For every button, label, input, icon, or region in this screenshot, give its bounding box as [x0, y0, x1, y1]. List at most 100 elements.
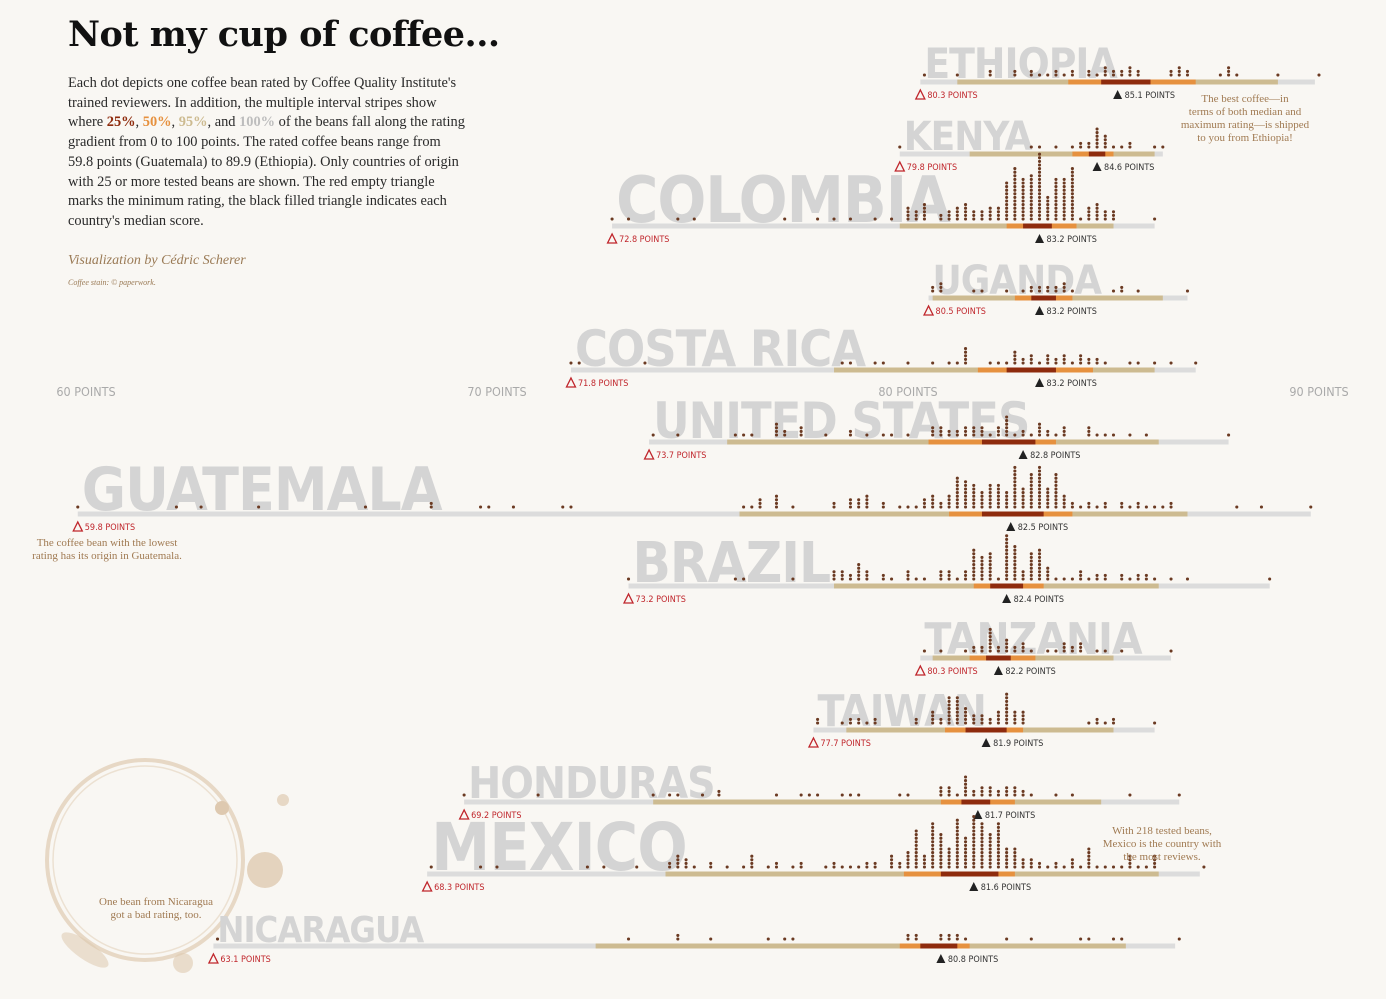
bean-dot [988, 631, 992, 635]
bean-dot [906, 570, 910, 574]
bean-dot [1046, 494, 1050, 498]
bean-dot [955, 476, 959, 480]
byline: Visualization by Cédric Scherer [68, 253, 246, 268]
bean-dot [651, 433, 655, 437]
bean-dot [1013, 476, 1017, 480]
bean-dot [1013, 203, 1017, 207]
bean-dot [988, 642, 992, 646]
bean-dot [1087, 426, 1091, 430]
bean-dot [1037, 426, 1042, 430]
bean-dot [996, 847, 1000, 851]
bean-dot [1021, 289, 1025, 293]
bean-dot [980, 858, 984, 862]
bean-dot [848, 361, 853, 365]
bean-dot [939, 721, 943, 725]
bean-dot [1005, 847, 1009, 851]
bean-dot [931, 721, 935, 725]
bean-dot [1103, 573, 1107, 577]
bean-dot [931, 501, 935, 505]
bean-dot [972, 843, 976, 847]
bean-dot [1013, 793, 1017, 797]
bean-dot [972, 858, 976, 862]
bean-dot [1037, 181, 1042, 185]
bean-dot [980, 847, 984, 851]
bean-dot [1062, 195, 1066, 199]
median-triangle [1035, 378, 1045, 387]
bean-dot [939, 505, 943, 509]
bean-dot [1111, 69, 1116, 73]
bean-dot [1227, 69, 1231, 73]
bean-dot [1037, 476, 1042, 480]
median-label: 84.6 POINTS [1104, 163, 1154, 173]
bean-dot [996, 843, 1000, 847]
bean-dot [922, 865, 926, 869]
bean-dot [898, 505, 902, 509]
bean-dot [1013, 195, 1017, 199]
bean-dot [1005, 854, 1009, 858]
bean-dot [955, 361, 959, 365]
bean-dot [939, 851, 943, 855]
bean-dot [1153, 145, 1157, 149]
bean-dot [914, 854, 918, 858]
bean-dot [1005, 865, 1009, 869]
bean-dot [963, 649, 968, 653]
interval-100 [77, 511, 1311, 517]
bean-dot [972, 498, 976, 502]
bean-dot [1128, 858, 1132, 862]
bean-dot [988, 552, 992, 556]
bean-dot [922, 210, 926, 214]
bean-dot [1087, 206, 1091, 210]
bean-dot [1005, 505, 1009, 509]
stain-blot [247, 852, 283, 888]
bean-dot [1029, 177, 1033, 181]
bean-dot [972, 505, 976, 509]
interval-25 [920, 943, 958, 949]
bean-dot [840, 361, 844, 365]
bean-dot [939, 937, 943, 941]
bean-dot [963, 840, 968, 844]
bean-dot [1087, 721, 1091, 725]
bean-dot [931, 858, 935, 862]
min-triangle [207, 952, 219, 964]
bean-dot [931, 851, 935, 855]
bean-dot [955, 721, 959, 725]
bean-dot [865, 498, 869, 502]
bean-dot [947, 505, 951, 509]
bean-dot [1021, 717, 1025, 721]
bean-dot [939, 426, 943, 430]
bean-dot [955, 210, 959, 214]
bean-dot [1062, 354, 1066, 358]
bean-dot [257, 505, 261, 509]
bean-dot [922, 858, 926, 862]
bean-dot [865, 501, 869, 505]
bean-dot [963, 937, 968, 941]
bean-dot [1021, 505, 1025, 509]
bean-dot [996, 858, 1000, 862]
bean-dot [947, 710, 951, 714]
bean-dot [676, 217, 680, 221]
annotation-line: got a bad rating, too. [110, 909, 201, 921]
bean-dot [931, 429, 935, 433]
bean-dot [1136, 69, 1140, 73]
intro-sep: , [135, 114, 143, 131]
bean-dot [832, 861, 836, 865]
bean-dot [1029, 861, 1033, 865]
bean-dot [980, 577, 984, 581]
bean-dot [832, 865, 836, 869]
bean-dot [742, 433, 746, 437]
bean-dot [1095, 206, 1099, 210]
bean-dot [865, 573, 869, 577]
bean-dot [988, 645, 992, 649]
median-triangle [1035, 306, 1045, 315]
stain-drop [215, 801, 229, 815]
bean-dot [1169, 73, 1173, 77]
bean-dot [972, 861, 976, 865]
bean-dot [848, 865, 853, 869]
bean-dot [1054, 501, 1058, 505]
bean-dot [1029, 487, 1033, 491]
min-label: 69.2 POINTS [471, 811, 521, 821]
bean-dot [1037, 192, 1042, 196]
bean-dot [1046, 505, 1050, 509]
